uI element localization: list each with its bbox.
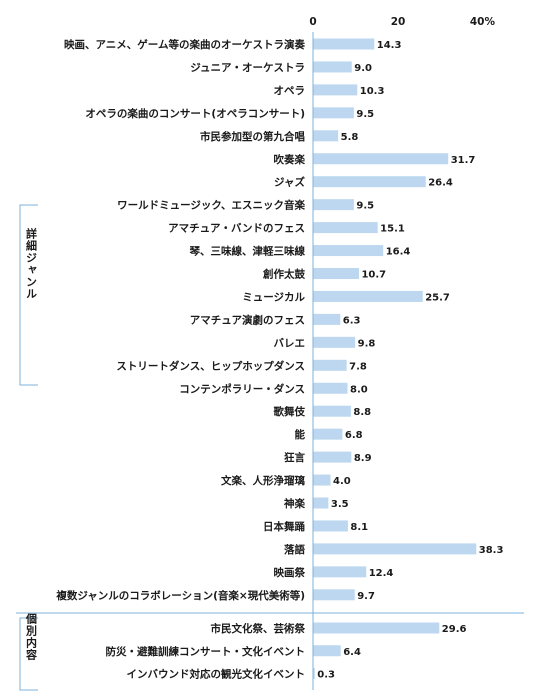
bar: [313, 84, 358, 96]
bar: [313, 405, 351, 417]
x-tick-label: 0: [309, 16, 316, 28]
category-label: 防災・避難訓練コンサート・文化イベント: [106, 645, 306, 658]
bar: [313, 222, 378, 234]
value-label: 29.6: [442, 624, 467, 635]
bar: [313, 61, 352, 73]
group-label: 詳細ジャンル: [25, 227, 38, 300]
bar: [313, 176, 426, 188]
group-label: 個別内容: [25, 612, 39, 661]
bar: [313, 38, 375, 50]
bar: [313, 336, 356, 348]
category-label: 映画祭: [274, 566, 306, 579]
bar: [313, 645, 341, 657]
category-label: 創作太鼓: [262, 268, 305, 281]
category-label: インバウンド対応の観光文化イベント: [127, 668, 306, 681]
category-label: 市民参加型の第九合唱: [200, 130, 305, 143]
category-label: 文楽、人形浄瑠璃: [220, 474, 305, 487]
bar: [313, 428, 343, 440]
category-label: ワールドミュージック、エスニック音楽: [117, 199, 305, 212]
category-label: ジュニア・オーケストラ: [190, 62, 305, 74]
category-label: 日本舞踊: [263, 520, 305, 533]
category-label: 映画、アニメ、ゲーム等の楽曲のオーケストラ演奏: [64, 38, 305, 51]
x-tick-labels: 0 20 40%: [309, 16, 495, 28]
bar: [313, 107, 354, 119]
value-label: 8.1: [350, 522, 368, 533]
value-label: 5.8: [341, 132, 359, 143]
category-label: ジャズ: [274, 176, 305, 189]
bar: [313, 313, 341, 325]
value-label: 0.3: [317, 670, 335, 681]
category-label: オペラ: [274, 85, 306, 97]
bar: [313, 199, 354, 211]
value-labels: 14.3 9.0 10.3 9.5 5.8 31.7 26.4 9.5 15.1 16.4 10.7…: [317, 40, 503, 681]
value-label: 8.9: [354, 453, 372, 464]
category-label: 琴、三味線、津軽三味線: [189, 245, 306, 258]
bar: [313, 622, 440, 634]
value-label: 25.7: [425, 292, 450, 303]
category-label: 神楽: [284, 497, 305, 510]
value-label: 15.1: [380, 224, 405, 235]
category-label: 狂言: [284, 451, 305, 464]
value-label: 9.0: [354, 63, 372, 74]
value-label: 6.3: [343, 315, 361, 326]
value-label: 9.7: [357, 591, 375, 602]
category-label: 能: [295, 428, 306, 441]
group-bracket: [19, 617, 38, 691]
x-tick-label: 40%: [470, 16, 496, 28]
value-label: 3.5: [331, 499, 349, 510]
category-label: アマチュア・バンドのフェス: [168, 223, 305, 235]
category-label: 複数ジャンルのコラボレーション(音楽×現代美術等): [55, 589, 305, 602]
category-label: コンテンポラリー・ダンス: [179, 382, 305, 395]
bar: [313, 268, 359, 279]
category-label: オペラの楽曲のコンサート(オペラコンサート): [85, 107, 305, 120]
value-label: 26.4: [428, 178, 453, 189]
value-label: 16.4: [386, 247, 411, 258]
bars: [313, 38, 477, 679]
value-label: 10.3: [360, 86, 385, 97]
bar: [313, 497, 329, 509]
bar: [313, 130, 339, 142]
bar: [313, 520, 348, 532]
bar: [313, 245, 384, 257]
group-bracket: [19, 204, 38, 386]
bar: [313, 668, 315, 679]
value-label: 6.8: [345, 430, 363, 441]
category-label: 落語: [284, 543, 305, 556]
value-label: 14.3: [377, 40, 402, 51]
value-label: 9.5: [356, 109, 374, 120]
value-label: 12.4: [369, 568, 394, 579]
category-label: アマチュア演劇のフェス: [190, 313, 305, 326]
value-label: 38.3: [479, 545, 504, 556]
bar: [313, 290, 423, 302]
bar: [313, 474, 331, 486]
category-label: ストリートダンス、ヒップホップダンス: [116, 359, 305, 372]
category-label: 歌舞伎: [274, 405, 306, 418]
bar: [313, 359, 347, 371]
x-tick-label: 20: [391, 16, 406, 28]
value-label: 9.5: [356, 201, 374, 212]
category-label: ミュージカル: [242, 291, 305, 303]
bar: [313, 543, 477, 555]
value-label: 7.8: [349, 361, 367, 372]
bar: [313, 153, 449, 165]
value-label: 10.7: [361, 270, 386, 281]
bar: [313, 382, 348, 394]
value-label: 31.7: [451, 155, 476, 166]
value-label: 4.0: [333, 476, 351, 487]
value-label: 9.8: [358, 338, 376, 349]
value-label: 8.8: [353, 407, 371, 418]
value-label: 6.4: [343, 647, 361, 658]
category-label: バレエ: [274, 337, 306, 349]
category-label: 吹奏楽: [274, 153, 306, 166]
bar: [313, 451, 352, 463]
bar: [313, 589, 355, 601]
value-label: 8.0: [350, 384, 368, 395]
category-labels: 映画、アニメ、ゲーム等の楽曲のオーケストラ演奏ジュニア・オーケストラオペラオペラ…: [55, 38, 305, 681]
bar: [313, 566, 367, 578]
category-label: 市民文化祭、芸術祭: [211, 622, 306, 635]
